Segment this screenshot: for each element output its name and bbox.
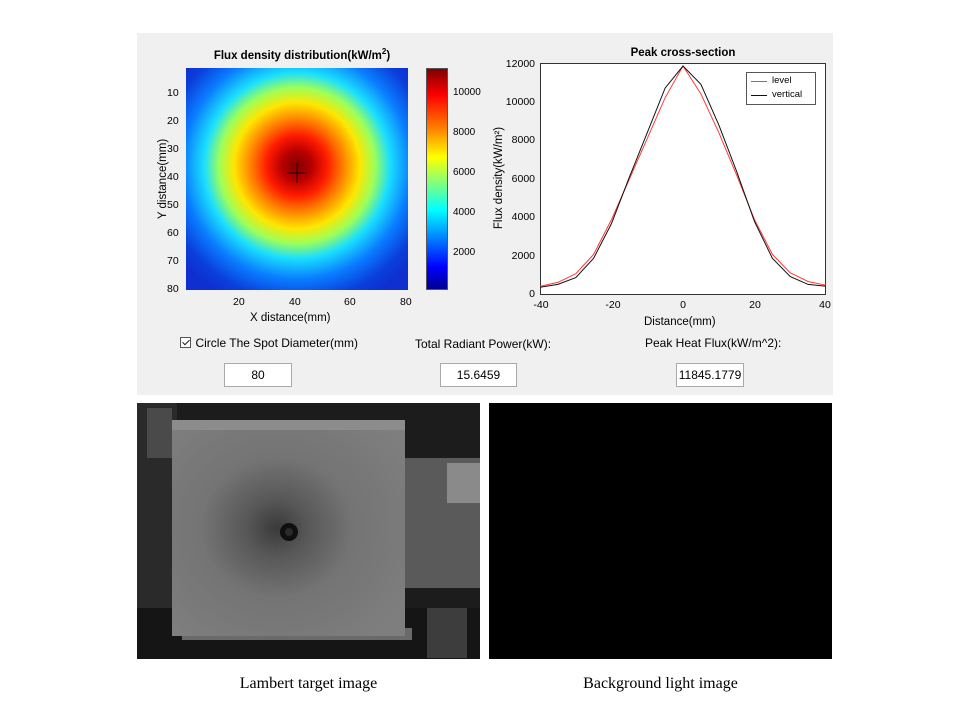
- total-power-label: Total Radiant Power(kW):: [415, 337, 552, 351]
- profile-chart: [540, 63, 826, 295]
- series-line-vertical: [540, 65, 826, 288]
- flux-heatmap: [186, 68, 408, 290]
- colorbar-tick: 8000: [453, 127, 476, 138]
- heatmap-ytick: 10: [167, 87, 179, 99]
- legend-level-label: level: [772, 75, 792, 86]
- profile-legend: level vertical: [746, 72, 816, 105]
- heatmap-xlabel: X distance(mm): [250, 312, 331, 324]
- colorbar-tick: 4000: [453, 207, 476, 218]
- heatmap-title: Flux density distribution(kW/m2): [187, 47, 417, 62]
- peak-flux-field[interactable]: 11845.1779: [676, 363, 744, 387]
- profile-ylabel: Flux density(kW/m²): [493, 126, 505, 230]
- colorbar-tick: 6000: [453, 167, 476, 178]
- flux-analysis-panel: Flux density distribution(kW/m2) 10 20 3…: [137, 33, 833, 395]
- heatmap-title-text: Flux density distribution(kW/m: [213, 49, 382, 62]
- legend-vertical-label: vertical: [772, 89, 803, 100]
- heatmap-title-superscript: 2: [381, 47, 387, 56]
- circle-spot-checkbox[interactable]: [180, 337, 191, 349]
- profile-xtick: -40: [533, 299, 549, 311]
- heatmap-ytick: 40: [167, 171, 179, 183]
- profile-ytick: 10000: [505, 96, 535, 108]
- peak-flux-label: Peak Heat Flux(kW/m^2):: [645, 336, 782, 350]
- profile-title: Peak cross-section: [630, 47, 736, 59]
- profile-ytick: 0: [529, 288, 535, 300]
- right-fixture: [447, 463, 480, 503]
- circle-spot-label: Circle The Spot Diameter(mm): [195, 336, 358, 350]
- heatmap-ytick: 70: [167, 255, 179, 267]
- profile-ytick: 12000: [505, 58, 535, 70]
- heatmap-xtick: 80: [400, 296, 412, 308]
- legend-level-swatch: [751, 81, 767, 82]
- lambert-target-image: [137, 403, 480, 659]
- profile-axes-box: [540, 63, 826, 295]
- heatmap-ytick: 50: [167, 199, 179, 211]
- heatmap-ytick: 20: [167, 115, 179, 127]
- profile-xtick: -20: [605, 299, 621, 311]
- circle-spot-checkbox-row[interactable]: Circle The Spot Diameter(mm): [180, 334, 358, 352]
- left-bracket: [147, 408, 172, 458]
- colorbar: [426, 68, 448, 290]
- heatmap-ytick: 80: [167, 283, 179, 295]
- spot-diameter-field[interactable]: 80: [224, 363, 292, 387]
- profile-ytick: 4000: [511, 211, 535, 223]
- heatmap-ylabel: Y distance(mm): [157, 138, 169, 220]
- profile-xtick: 0: [680, 299, 686, 311]
- total-power-field[interactable]: 15.6459: [440, 363, 517, 387]
- heatmap-title-end: ): [386, 49, 391, 62]
- profile-xtick: 20: [749, 299, 761, 311]
- heatmap-ytick: 30: [167, 143, 179, 155]
- heatmap-ytick: 60: [167, 227, 179, 239]
- colorbar-tick: 2000: [453, 247, 476, 258]
- profile-ytick: 6000: [511, 173, 535, 185]
- profile-xtick: 40: [819, 299, 831, 311]
- profile-xlabel: Distance(mm): [644, 316, 716, 328]
- heatmap-xtick: 60: [344, 296, 356, 308]
- right-clamp: [427, 608, 467, 658]
- target-center-core: [285, 528, 293, 536]
- background-light-image: [489, 403, 832, 659]
- heatmap-xtick: 20: [233, 296, 245, 308]
- legend-vertical-swatch: [751, 95, 767, 96]
- colorbar-tick: 10000: [453, 87, 481, 98]
- target-board-top-edge: [172, 420, 405, 430]
- profile-ytick: 2000: [511, 250, 535, 262]
- heatmap-xtick: 40: [289, 296, 301, 308]
- caption-background: Background light image: [583, 675, 738, 692]
- caption-lambert: Lambert target image: [239, 675, 378, 692]
- profile-ytick: 8000: [511, 134, 535, 146]
